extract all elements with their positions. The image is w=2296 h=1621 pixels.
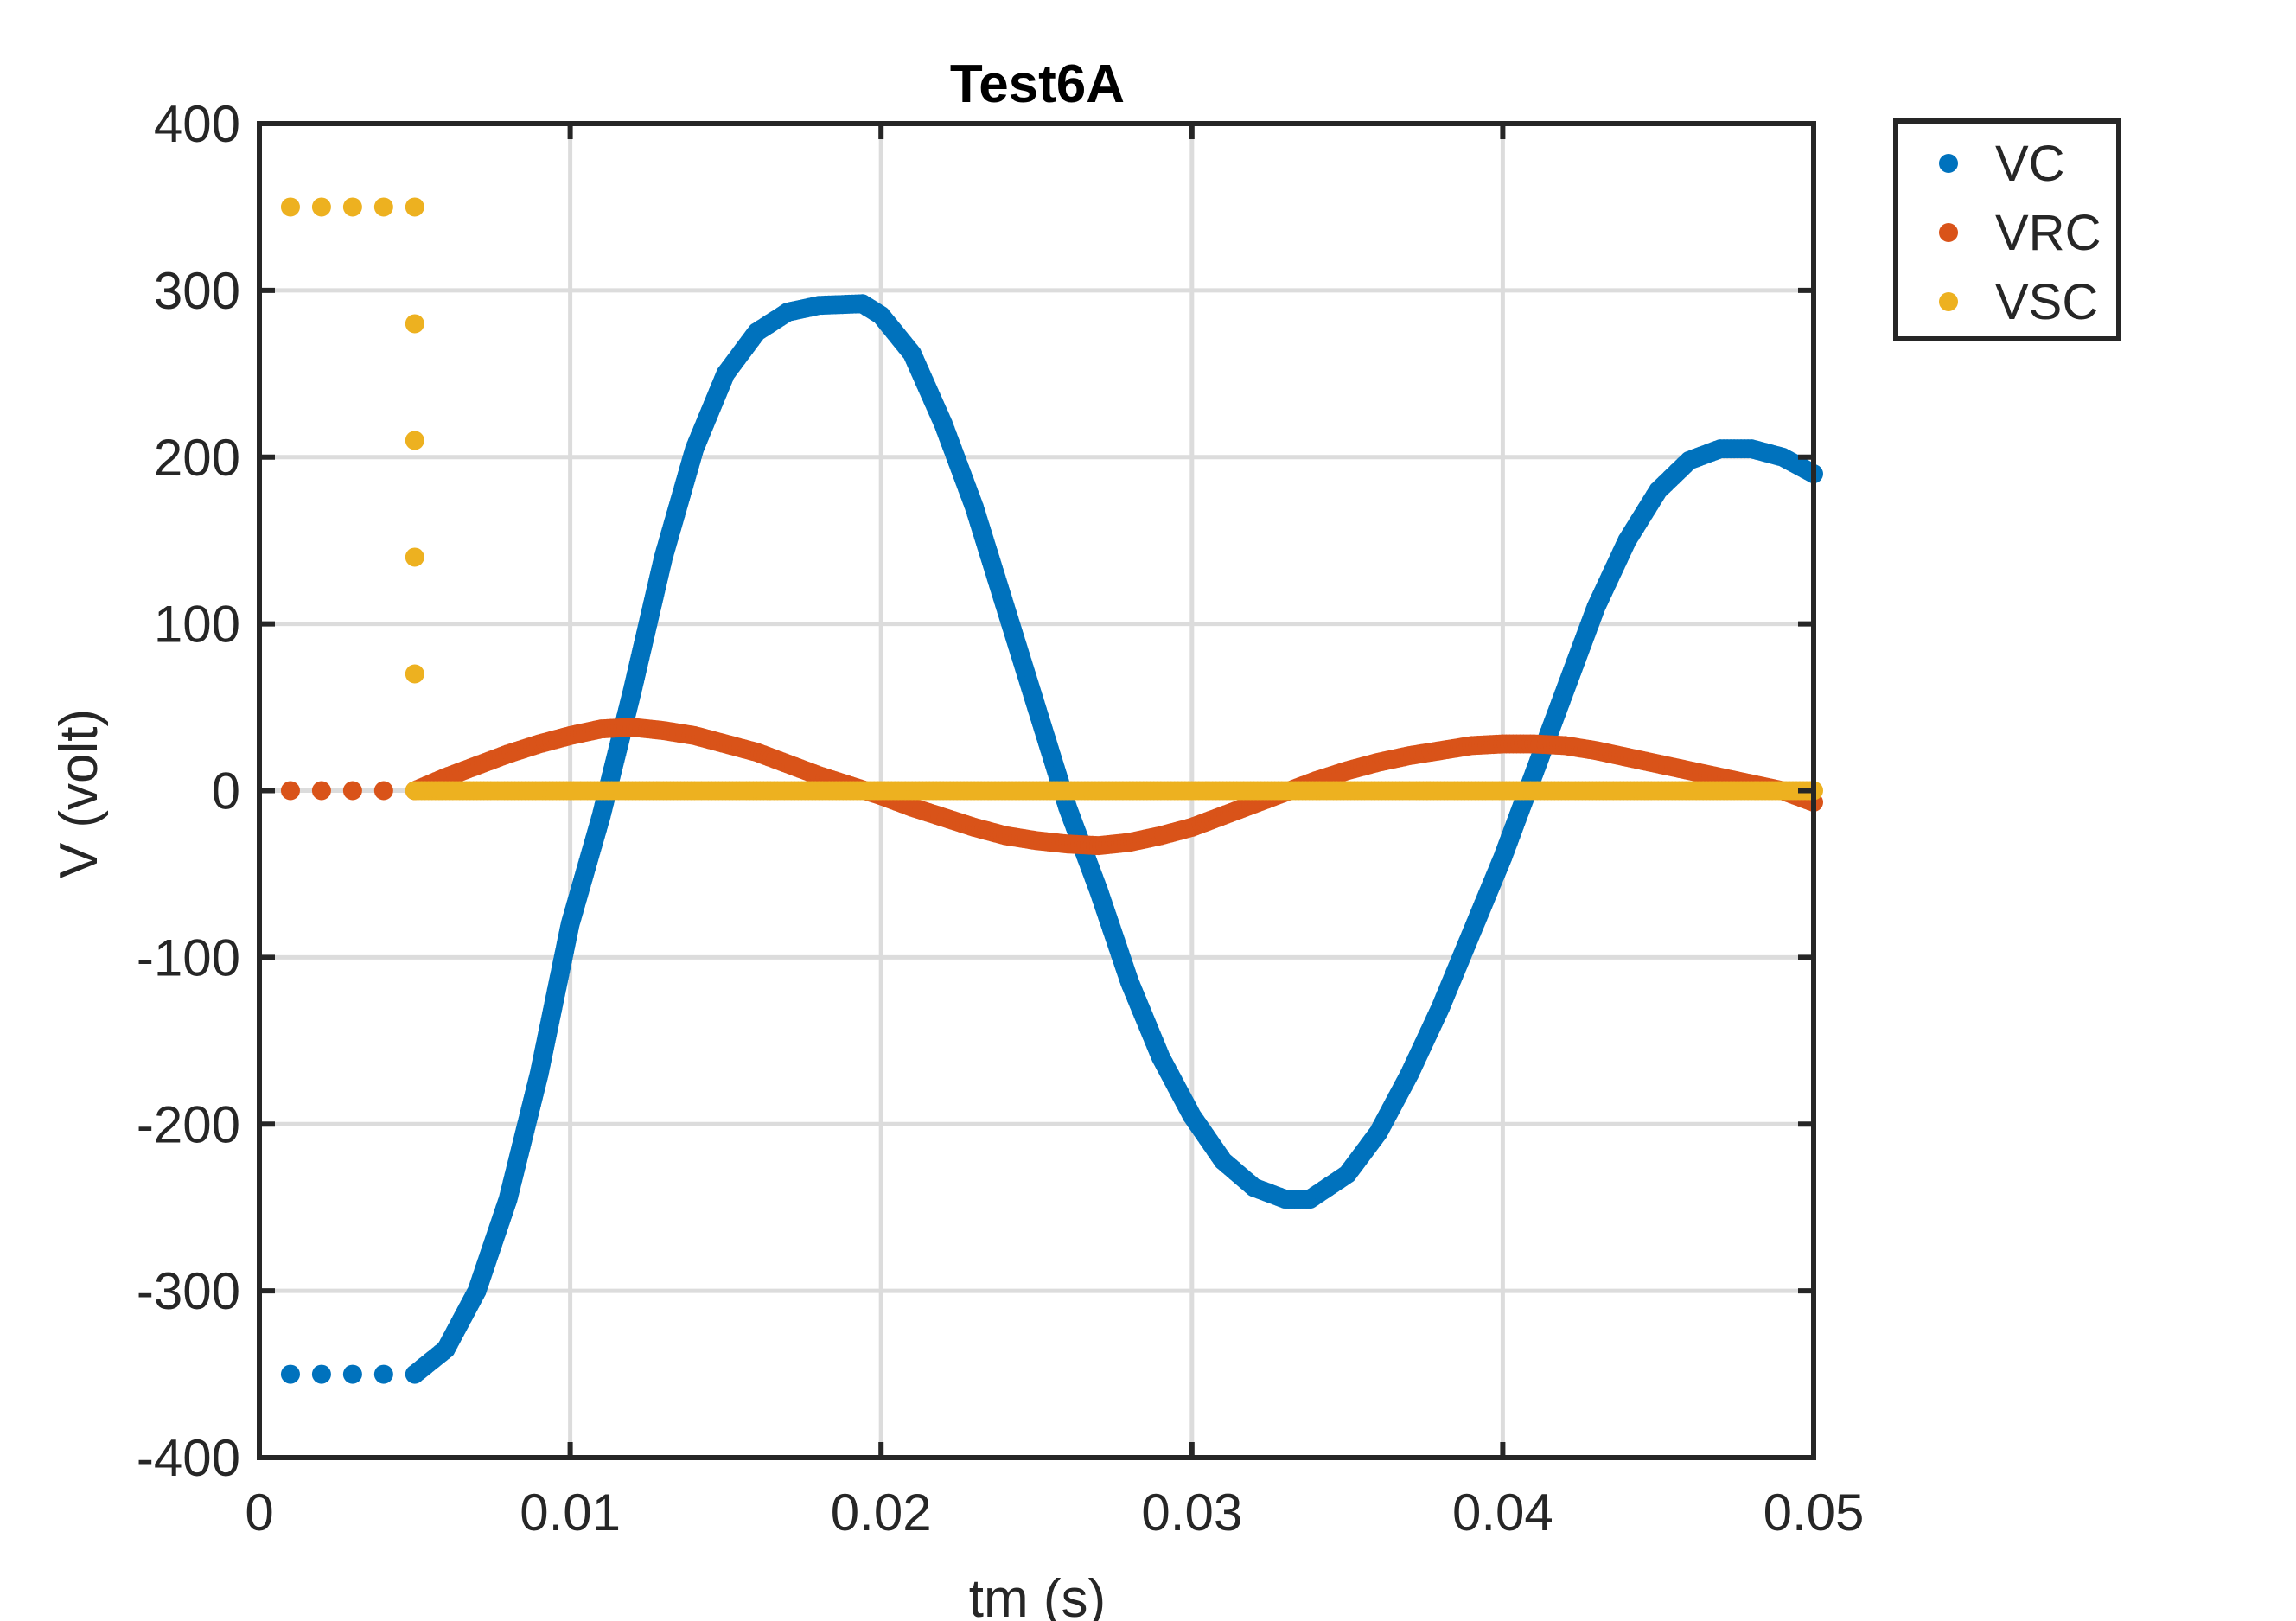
data-point: [280, 197, 300, 217]
y-tick-label: 300: [154, 262, 240, 320]
data-point: [405, 547, 424, 567]
legend-marker: [1939, 154, 1958, 173]
legend: VC VRC VSC: [1893, 118, 2121, 341]
data-point: [342, 197, 362, 217]
data-point: [373, 197, 393, 217]
series-vc: [280, 294, 1823, 1384]
data-point: [373, 1364, 393, 1384]
x-tick-label: 0.04: [1452, 1484, 1553, 1541]
data-point: [405, 197, 424, 217]
series-vrc: [280, 718, 1823, 856]
y-tick-label: -200: [137, 1095, 240, 1153]
y-tick-label: -300: [137, 1262, 240, 1320]
x-tick-label: 0.01: [520, 1484, 621, 1541]
y-tick-label: -400: [137, 1429, 240, 1487]
y-tick-label: 100: [154, 596, 240, 654]
data-point: [342, 781, 362, 801]
x-tick-label: 0.03: [1141, 1484, 1242, 1541]
x-tick-label: 0.05: [1763, 1484, 1865, 1541]
y-tick-label: 0: [212, 763, 240, 820]
legend-label: VRC: [1995, 205, 2101, 261]
y-tick-label: 200: [154, 429, 240, 487]
data-point: [280, 781, 300, 801]
x-tick-label: 0: [245, 1484, 273, 1541]
data-point: [373, 781, 393, 801]
y-tick-label: -100: [137, 929, 240, 986]
data-point: [311, 781, 331, 801]
chart-title: Test6A: [950, 54, 1125, 114]
data-point: [311, 1364, 331, 1384]
legend-label: VSC: [1995, 274, 2098, 330]
legend-box: [1893, 118, 2121, 341]
data-point: [405, 314, 424, 334]
legend-marker: [1939, 292, 1958, 311]
data-point: [280, 1364, 300, 1384]
data-point: [311, 197, 331, 217]
legend-label: VC: [1995, 136, 2065, 192]
y-axis-label: V (volt): [49, 709, 109, 878]
y-tick-label: 400: [154, 95, 240, 153]
data-point: [405, 431, 424, 450]
x-tick-label: 0.02: [831, 1484, 932, 1541]
data-series-layer: [280, 197, 1823, 1384]
data-point: [342, 1364, 362, 1384]
legend-marker: [1939, 223, 1958, 242]
axes: [257, 121, 1816, 1460]
tick-labels: 0 0.01 0.02 0.03 0.04 0.05 -400 -300 -200 -100 0 10…: [137, 95, 1864, 1541]
x-axis-label: tm (s): [969, 1569, 1106, 1621]
series-vsc: [280, 197, 1823, 801]
data-point: [405, 664, 424, 684]
